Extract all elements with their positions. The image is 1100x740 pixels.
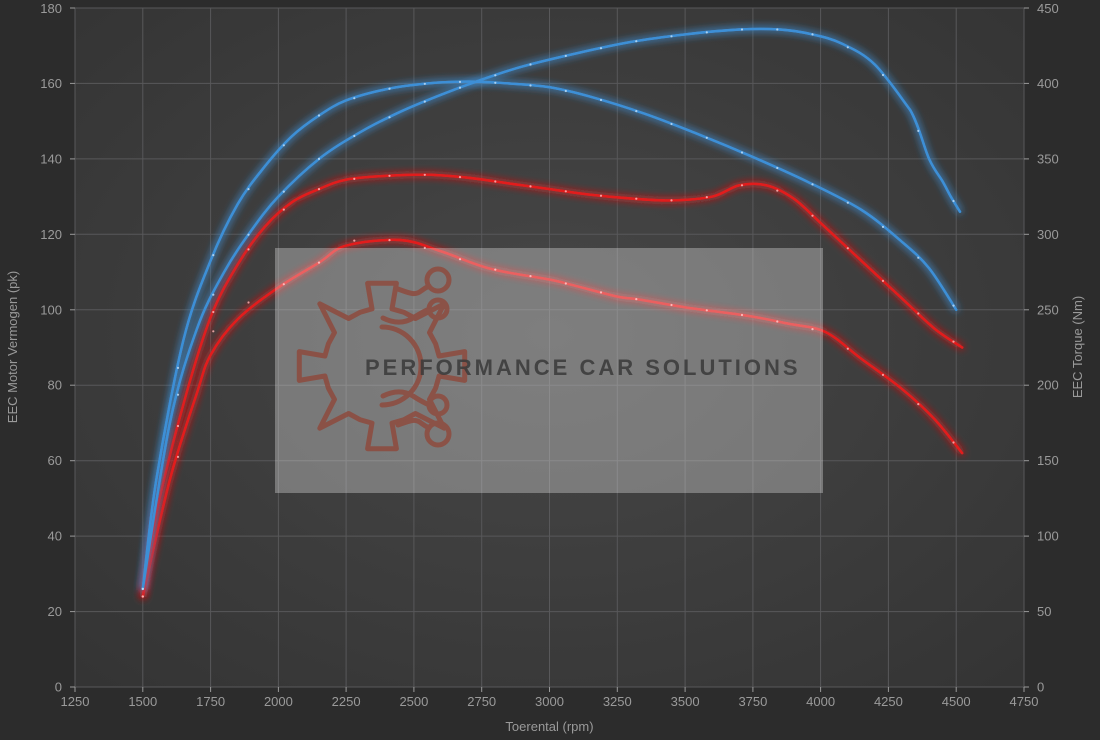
svg-text:4250: 4250	[874, 694, 903, 709]
svg-text:4000: 4000	[806, 694, 835, 709]
svg-text:1500: 1500	[128, 694, 157, 709]
svg-text:160: 160	[40, 76, 62, 91]
svg-text:250: 250	[1037, 302, 1059, 317]
svg-text:PERFORMANCE CAR SOLUTIONS: PERFORMANCE CAR SOLUTIONS	[365, 355, 801, 380]
svg-text:Toerental (rpm): Toerental (rpm)	[505, 719, 593, 734]
svg-text:3250: 3250	[603, 694, 632, 709]
svg-text:EEC Torque (Nm): EEC Torque (Nm)	[1070, 296, 1085, 398]
svg-text:4750: 4750	[1010, 694, 1039, 709]
svg-text:3000: 3000	[535, 694, 564, 709]
svg-text:2250: 2250	[332, 694, 361, 709]
svg-text:400: 400	[1037, 76, 1059, 91]
svg-text:2500: 2500	[399, 694, 428, 709]
svg-text:140: 140	[40, 151, 62, 166]
svg-text:100: 100	[1037, 529, 1059, 544]
svg-text:450: 450	[1037, 1, 1059, 16]
svg-text:300: 300	[1037, 227, 1059, 242]
svg-text:80: 80	[48, 378, 62, 393]
svg-text:350: 350	[1037, 151, 1059, 166]
svg-text:50: 50	[1037, 604, 1051, 619]
svg-text:120: 120	[40, 227, 62, 242]
svg-text:1750: 1750	[196, 694, 225, 709]
svg-text:2000: 2000	[264, 694, 293, 709]
svg-text:150: 150	[1037, 453, 1059, 468]
svg-text:20: 20	[48, 604, 62, 619]
svg-text:180: 180	[40, 1, 62, 16]
svg-text:40: 40	[48, 529, 62, 544]
svg-text:4500: 4500	[942, 694, 971, 709]
svg-text:1250: 1250	[61, 694, 90, 709]
svg-text:0: 0	[1037, 680, 1044, 695]
svg-text:100: 100	[40, 302, 62, 317]
svg-text:200: 200	[1037, 378, 1059, 393]
svg-text:60: 60	[48, 453, 62, 468]
svg-text:EEC Motor Vermogen (pk): EEC Motor Vermogen (pk)	[5, 271, 20, 423]
svg-text:3750: 3750	[738, 694, 767, 709]
svg-text:0: 0	[55, 680, 62, 695]
svg-text:3500: 3500	[671, 694, 700, 709]
svg-text:2750: 2750	[467, 694, 496, 709]
